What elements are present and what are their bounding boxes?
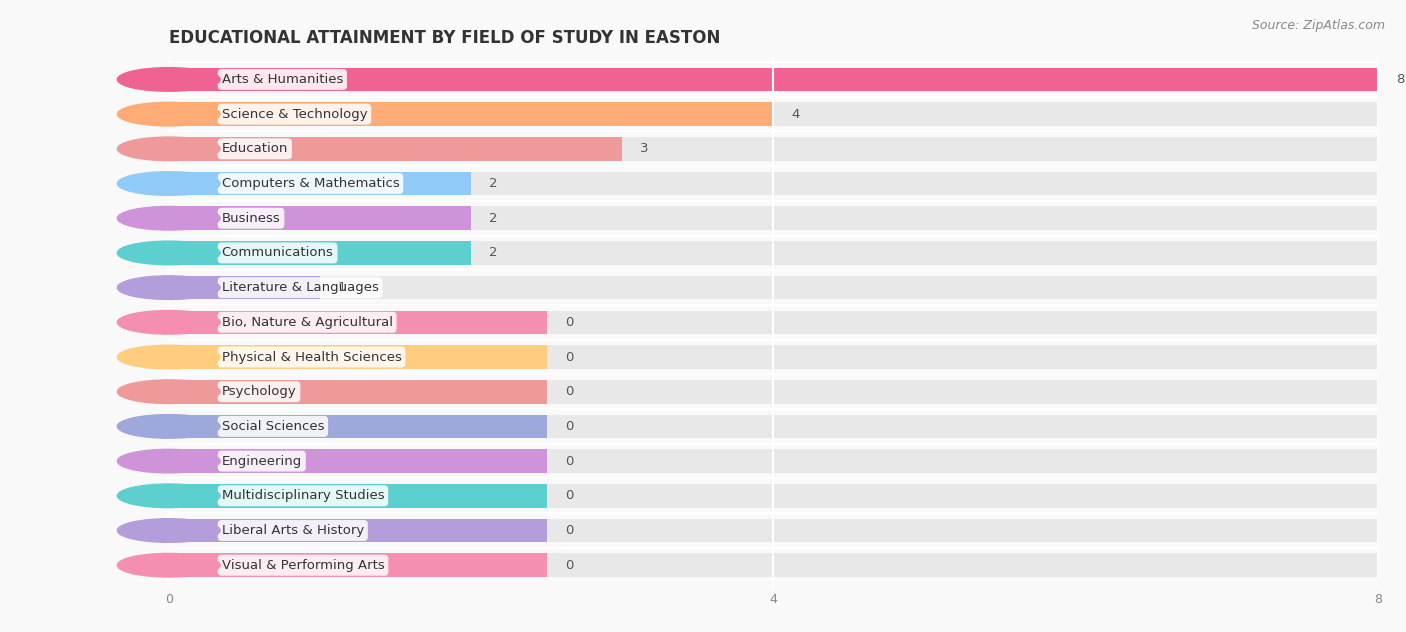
Text: 1: 1	[337, 281, 346, 294]
Text: 0: 0	[565, 454, 574, 468]
Bar	[169, 276, 1378, 300]
Bar	[169, 68, 1378, 91]
Bar	[169, 241, 1378, 265]
Circle shape	[117, 554, 221, 577]
Text: 2: 2	[489, 212, 498, 225]
Bar	[169, 415, 1378, 438]
Bar	[169, 380, 547, 403]
Text: Literature & Languages: Literature & Languages	[222, 281, 378, 294]
Text: Engineering: Engineering	[222, 454, 302, 468]
Circle shape	[117, 137, 221, 161]
Bar	[169, 380, 1378, 403]
Text: 3: 3	[640, 142, 648, 155]
Circle shape	[117, 345, 221, 369]
Circle shape	[117, 415, 221, 438]
Text: Multidisciplinary Studies: Multidisciplinary Studies	[222, 489, 384, 502]
Bar	[169, 68, 1378, 91]
Bar	[169, 137, 1378, 161]
Text: 2: 2	[489, 177, 498, 190]
Circle shape	[117, 172, 221, 195]
Bar	[169, 276, 321, 300]
Bar	[169, 519, 1378, 542]
Circle shape	[117, 68, 221, 91]
Circle shape	[117, 241, 221, 265]
Bar	[169, 345, 547, 369]
Bar	[169, 207, 1378, 230]
Circle shape	[117, 380, 221, 403]
Bar	[169, 310, 547, 334]
Bar	[169, 102, 773, 126]
Text: Source: ZipAtlas.com: Source: ZipAtlas.com	[1251, 19, 1385, 32]
Text: 4: 4	[792, 107, 800, 121]
Text: EDUCATIONAL ATTAINMENT BY FIELD OF STUDY IN EASTON: EDUCATIONAL ATTAINMENT BY FIELD OF STUDY…	[169, 29, 720, 47]
Circle shape	[117, 449, 221, 473]
Bar	[169, 554, 547, 577]
Text: Arts & Humanities: Arts & Humanities	[222, 73, 343, 86]
Bar	[169, 102, 1378, 126]
Bar	[169, 137, 621, 161]
Text: 0: 0	[565, 524, 574, 537]
Bar	[169, 345, 1378, 369]
Bar	[169, 449, 547, 473]
Text: Psychology: Psychology	[222, 386, 297, 398]
Bar	[169, 484, 1378, 507]
Text: Bio, Nature & Agricultural: Bio, Nature & Agricultural	[222, 316, 392, 329]
Bar	[169, 415, 547, 438]
Text: Physical & Health Sciences: Physical & Health Sciences	[222, 351, 402, 363]
Text: Social Sciences: Social Sciences	[222, 420, 325, 433]
Circle shape	[117, 310, 221, 334]
Bar	[169, 310, 1378, 334]
Text: Visual & Performing Arts: Visual & Performing Arts	[222, 559, 384, 572]
Text: 0: 0	[565, 351, 574, 363]
Text: Computers & Mathematics: Computers & Mathematics	[222, 177, 399, 190]
Circle shape	[117, 207, 221, 230]
Bar	[169, 484, 547, 507]
Text: 0: 0	[565, 420, 574, 433]
Circle shape	[117, 519, 221, 542]
Text: 0: 0	[565, 386, 574, 398]
Circle shape	[117, 276, 221, 300]
Bar	[169, 449, 1378, 473]
Text: Science & Technology: Science & Technology	[222, 107, 367, 121]
Circle shape	[117, 102, 221, 126]
Bar	[169, 554, 1378, 577]
Text: 0: 0	[565, 489, 574, 502]
Text: Education: Education	[222, 142, 288, 155]
Text: Communications: Communications	[222, 246, 333, 259]
Bar	[169, 207, 471, 230]
Bar	[169, 172, 1378, 195]
Text: Liberal Arts & History: Liberal Arts & History	[222, 524, 364, 537]
Bar	[169, 241, 471, 265]
Text: 0: 0	[565, 559, 574, 572]
Text: 0: 0	[565, 316, 574, 329]
Bar	[169, 519, 547, 542]
Circle shape	[117, 484, 221, 507]
Bar	[169, 172, 471, 195]
Text: Business: Business	[222, 212, 280, 225]
Text: 2: 2	[489, 246, 498, 259]
Text: 8: 8	[1396, 73, 1405, 86]
